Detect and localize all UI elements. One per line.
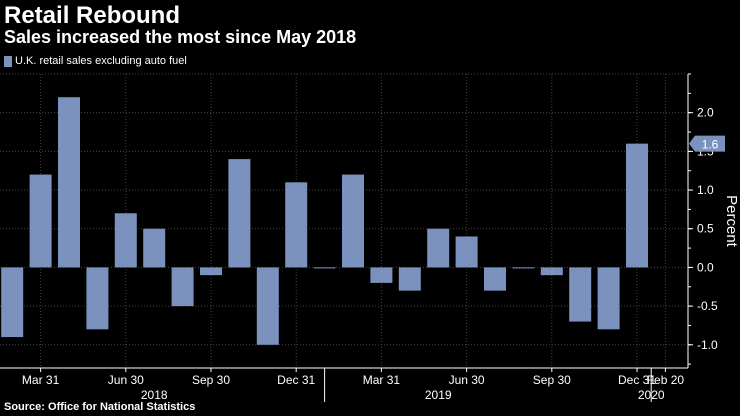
last-value-marker (689, 135, 725, 152)
x-tick-label: Dec 31 (277, 373, 315, 387)
y-tick-label: 0.5 (697, 222, 714, 236)
bar (313, 267, 336, 269)
year-label: 2020 (638, 388, 665, 402)
y-tick-label: 1.0 (697, 183, 714, 197)
x-tick-label: Dec 31 (618, 373, 656, 387)
bar (114, 213, 137, 268)
x-tick-label: Mar 31 (363, 373, 401, 387)
bar (58, 97, 80, 268)
x-tick-label: Feb 20 (647, 373, 685, 387)
bar (569, 267, 592, 322)
bar (427, 228, 450, 268)
legend-label: U.K. retail sales excluding auto fuel (15, 55, 187, 67)
x-axis: Mar 31 Jun 30 Sep 30 Dec 31 Mar 31 Jun 30 Sep … (0, 367, 688, 402)
x-tick-label: Sep 30 (533, 373, 571, 387)
bar (143, 228, 166, 268)
bar (256, 267, 279, 345)
y-axis-title: Percent (723, 195, 740, 248)
bar (171, 267, 194, 307)
x-tick-label: Sep 30 (192, 373, 230, 387)
y-tick-label: -0.5 (697, 299, 718, 313)
x-tick-label: Mar 31 (22, 373, 60, 387)
bar (1, 267, 24, 338)
year-label: 2018 (141, 388, 168, 402)
bar (512, 267, 535, 269)
y-tick-label: 0.0 (697, 260, 714, 274)
bar (228, 159, 251, 268)
x-tick-label: Jun 30 (108, 373, 144, 387)
x-tick-label: Jun 30 (449, 373, 485, 387)
bar (597, 267, 620, 330)
chart-subtitle: Sales increased the most since May 2018 (4, 27, 357, 47)
bar (86, 267, 109, 330)
bars (1, 97, 648, 345)
chart-title: Retail Rebound (4, 2, 181, 29)
bar (200, 267, 222, 276)
bar (342, 174, 364, 268)
source-note: Source: Office for National Statistics (4, 401, 196, 413)
legend-swatch (4, 55, 12, 67)
legend: U.K. retail sales excluding auto fuel (4, 55, 187, 67)
bar (540, 267, 563, 276)
bar (29, 174, 52, 268)
y-tick-label: 2.0 (697, 106, 714, 120)
bar (455, 236, 478, 268)
year-label: 2019 (425, 388, 452, 402)
bar (285, 182, 308, 268)
bar (398, 267, 421, 291)
last-value-label: 1.6 (702, 138, 719, 152)
bar (626, 143, 648, 268)
bar (484, 267, 506, 291)
y-tick-label: -1.0 (697, 338, 718, 352)
bar (370, 267, 393, 283)
